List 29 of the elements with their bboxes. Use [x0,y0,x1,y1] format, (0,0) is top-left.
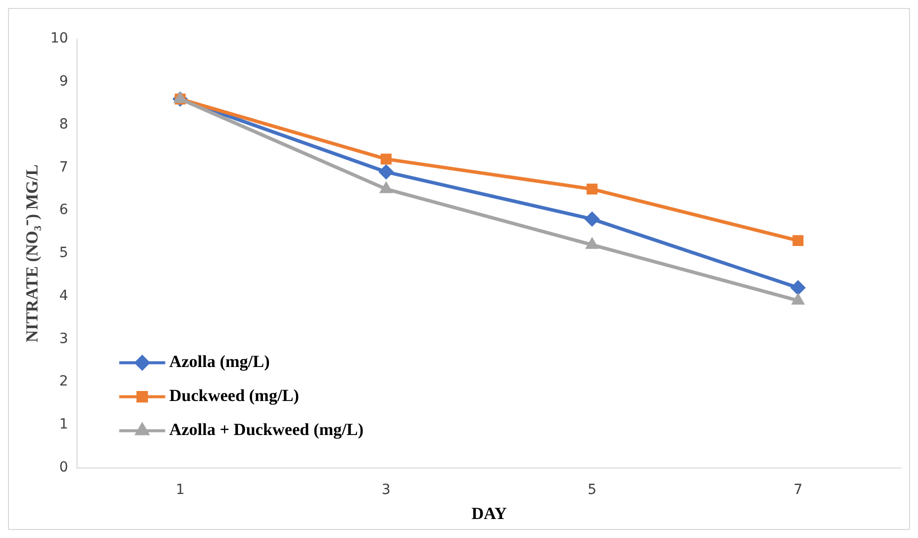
legend-label: Azolla + Duckweed (mg/L) [169,420,364,440]
point [792,235,804,246]
point [380,182,393,194]
y-tick-label: 4 [59,288,68,304]
point [790,280,806,296]
x-axis-title: DAY [471,504,507,524]
legend-label: Duckweed (mg/L) [169,386,300,406]
y-tick-label: 9 [59,74,68,90]
y-tick-label: 0 [59,459,68,476]
x-tick-label: 7 [794,482,802,498]
x-tick-label: 3 [382,482,391,498]
y-axis-title: NITRATE (NO₃⁻) MG/L [22,164,42,342]
point [586,184,598,195]
point [378,164,394,180]
y-tick-label: 5 [59,245,68,262]
y-tick-label: 1 [59,416,68,433]
point [584,212,600,227]
y-tick-label: 10 [50,30,68,47]
y-tick-label: 6 [59,202,68,218]
point [791,293,805,305]
y-tick-label: 2 [59,374,68,390]
legend-label: Azolla (mg/L) [169,352,270,372]
y-tick-label: 7 [59,159,68,176]
point [586,237,599,249]
y-tick-label: 3 [59,330,68,347]
point [380,154,392,165]
x-tick-label: 5 [588,482,597,498]
y-tick-label: 8 [59,116,68,132]
x-tick-label: 1 [176,482,185,498]
